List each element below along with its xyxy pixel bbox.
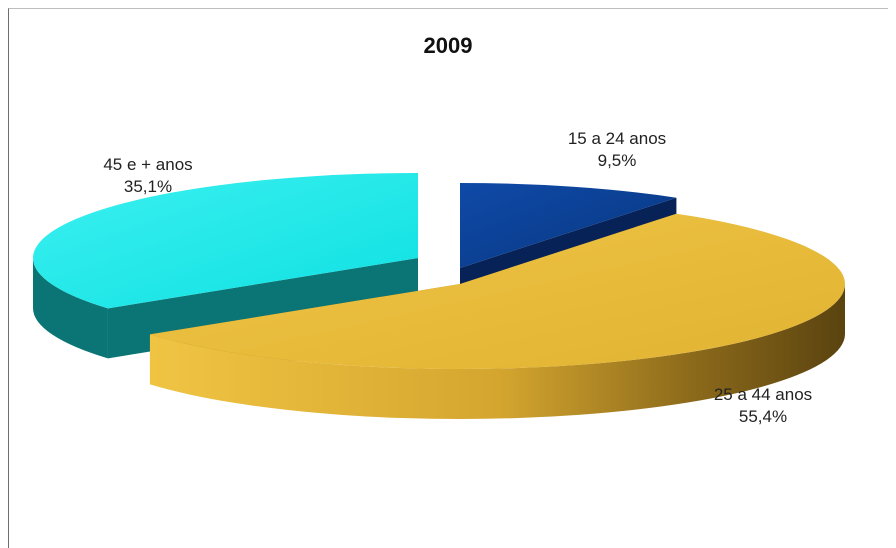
chart-title: 2009	[423, 33, 473, 58]
chart-frame	[8, 8, 888, 548]
slice-value-25-a-44-anos: 55,4%	[739, 407, 787, 426]
slice-top	[149, 213, 845, 370]
slice-value-45-e-+-anos: 35,1%	[124, 177, 172, 196]
slice-label-45-e-+-anos: 45 e + anos	[103, 155, 192, 174]
slice-25-a-44-anos	[149, 213, 845, 420]
slice-top	[32, 173, 418, 309]
slice-label-25-a-44-anos: 25 a 44 anos	[714, 385, 812, 404]
slice-value-15-a-24-anos: 9,5%	[598, 151, 637, 170]
slice-top	[460, 183, 677, 268]
slice-rim	[32, 258, 108, 359]
slice-label-15-a-24-anos: 15 a 24 anos	[568, 129, 666, 148]
slice-rim	[149, 284, 845, 420]
